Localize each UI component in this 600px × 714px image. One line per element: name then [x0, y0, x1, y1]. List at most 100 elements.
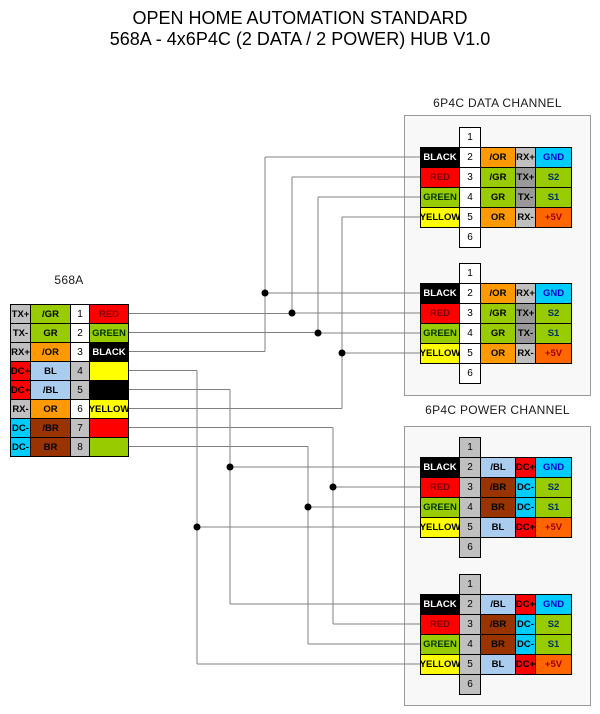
hub-row-8-out-cell: [89, 437, 129, 457]
data-1-row-yellow-cable-cell: OR: [480, 207, 516, 228]
power-1-pin-6-cell: 6: [459, 537, 481, 558]
hub-row-5-out-cell: [89, 380, 129, 400]
power-1-row-green-signal-cell: DC-: [515, 497, 536, 518]
power-1-row-green-out-cell: S1: [535, 497, 572, 518]
hub-row-6-pin-cell: 6: [70, 399, 90, 419]
data-2-pin-6-cell: 6: [459, 363, 481, 384]
hub-row-3-wire-cell: /OR: [30, 342, 71, 362]
data-2-row-black-cable-cell: /OR: [480, 283, 516, 304]
wire-junction-dot: [304, 503, 312, 511]
power-1-pin-1-cell: 1: [459, 437, 481, 458]
power-2-row-red-out-cell: S2: [535, 614, 572, 635]
data-2-row-yellow-cable-cell: OR: [480, 343, 516, 364]
data-1-row-black-cable-cell: /OR: [480, 147, 516, 168]
diagram-title: OPEN HOME AUTOMATION STANDARD 568A - 4x6…: [0, 8, 600, 50]
data-1-row-green-cable-cell: GR: [480, 187, 516, 208]
data-1-row-black-wire-cell: BLACK: [420, 147, 460, 168]
power-2-row-green-cable-cell: BR: [480, 634, 516, 655]
hub-row-1-signal-cell: TX+: [10, 304, 31, 324]
data-1-pin-2-cell: 2: [459, 147, 481, 168]
hub-row-7-signal-cell: DC-: [10, 418, 31, 438]
data-2-row-red-out-cell: S2: [535, 303, 572, 324]
data-1-row-red-wire-cell: RED: [420, 167, 460, 188]
power-1-pin-3-cell: 3: [459, 477, 481, 498]
power-1-pin-2-cell: 2: [459, 457, 481, 478]
power-2-row-black-wire-cell: BLACK: [420, 594, 460, 615]
data-2-row-green-out-cell: S1: [535, 323, 572, 344]
power-2-row-green-wire-cell: GREEN: [420, 634, 460, 655]
data-2-row-red-cable-cell: /GR: [480, 303, 516, 324]
data-1-row-green-wire-cell: GREEN: [420, 187, 460, 208]
data-1-row-black-signal-cell: RX+: [515, 147, 536, 168]
power-1-row-yellow-wire-cell: YELLOW: [420, 517, 460, 538]
power-1-row-yellow-signal-cell: DC+: [515, 517, 536, 538]
data-2-row-black-out-cell: GND: [535, 283, 572, 304]
wire-junction-dot: [226, 463, 234, 471]
data-1-pin-4-cell: 4: [459, 187, 481, 208]
hub-row-7-wire-cell: /BR: [30, 418, 71, 438]
power-1-row-red-wire-cell: RED: [420, 477, 460, 498]
hub-row-5-signal-cell: DC+: [10, 380, 31, 400]
hub-row-2-signal-cell: TX-: [10, 323, 31, 343]
power-1-row-green-cable-cell: BR: [480, 497, 516, 518]
wire-junction-dot: [314, 329, 322, 337]
power-2-row-yellow-wire-cell: YELLOW: [420, 654, 460, 675]
power-2-row-yellow-out-cell: +5V: [535, 654, 572, 675]
data-2-row-green-signal-cell: TX-: [515, 323, 536, 344]
power-2-pin-2-cell: 2: [459, 594, 481, 615]
data-1-row-green-out-cell: S1: [535, 187, 572, 208]
hub-row-2-pin-cell: 2: [70, 323, 90, 343]
hub-row-2-out-cell: GREEN: [89, 323, 129, 343]
hub-row-7-out-cell: [89, 418, 129, 438]
hub-568a-label: 568A: [54, 273, 84, 287]
power-2-row-yellow-signal-cell: DC+: [515, 654, 536, 675]
data-2-row-green-cable-cell: GR: [480, 323, 516, 344]
data-2-row-red-signal-cell: TX+: [515, 303, 536, 324]
data-1-row-black-out-cell: GND: [535, 147, 572, 168]
data-1-pin-6-cell: 6: [459, 227, 481, 248]
hub-row-6-signal-cell: RX-: [10, 399, 31, 419]
data-1-row-yellow-out-cell: +5V: [535, 207, 572, 228]
power-1-row-black-cable-cell: /BL: [480, 457, 516, 478]
data-1-row-yellow-wire-cell: YELLOW: [420, 207, 460, 228]
power-2-row-black-signal-cell: DC+: [515, 594, 536, 615]
power-2-row-black-out-cell: GND: [535, 594, 572, 615]
hub-row-3-out-cell: BLACK: [89, 342, 129, 362]
data-1-row-green-signal-cell: TX-: [515, 187, 536, 208]
data-channel-label: 6P4C DATA CHANNEL: [433, 96, 562, 110]
hub-row-3-signal-cell: RX+: [10, 342, 31, 362]
power-1-pin-5-cell: 5: [459, 517, 481, 538]
hub-row-5-wire-cell: /BL: [30, 380, 71, 400]
hub-row-1-out-cell: RED: [89, 304, 129, 324]
hub-row-1-pin-cell: 1: [70, 304, 90, 324]
power-1-row-yellow-cable-cell: BL: [480, 517, 516, 538]
power-2-row-red-wire-cell: RED: [420, 614, 460, 635]
hub-row-4-out-cell: [89, 361, 129, 381]
wire-junction-dot: [329, 483, 337, 491]
data-1-pin-1-cell: 1: [459, 127, 481, 148]
power-1-row-red-out-cell: S2: [535, 477, 572, 498]
data-2-row-black-signal-cell: RX+: [515, 283, 536, 304]
power-1-row-red-signal-cell: DC-: [515, 477, 536, 498]
power-2-row-yellow-cable-cell: BL: [480, 654, 516, 675]
title-line-1: OPEN HOME AUTOMATION STANDARD: [132, 8, 468, 28]
hub-row-5-pin-cell: 5: [70, 380, 90, 400]
hub-row-4-pin-cell: 4: [70, 361, 90, 381]
data-1-pin-3-cell: 3: [459, 167, 481, 188]
hub-row-4-signal-cell: DC+: [10, 361, 31, 381]
hub-row-6-out-cell: YELLOW: [89, 399, 129, 419]
data-2-pin-1-cell: 1: [459, 263, 481, 284]
power-1-pin-4-cell: 4: [459, 497, 481, 518]
data-2-row-yellow-out-cell: +5V: [535, 343, 572, 364]
data-2-pin-4-cell: 4: [459, 323, 481, 344]
hub-row-1-wire-cell: /GR: [30, 304, 71, 324]
data-2-row-yellow-wire-cell: YELLOW: [420, 343, 460, 364]
power-1-row-black-wire-cell: BLACK: [420, 457, 460, 478]
wire-junction-dot: [288, 309, 296, 317]
power-2-row-red-cable-cell: /BR: [480, 614, 516, 635]
power-channel-label: 6P4C POWER CHANNEL: [425, 403, 570, 417]
power-2-pin-4-cell: 4: [459, 634, 481, 655]
hub-row-8-pin-cell: 8: [70, 437, 90, 457]
